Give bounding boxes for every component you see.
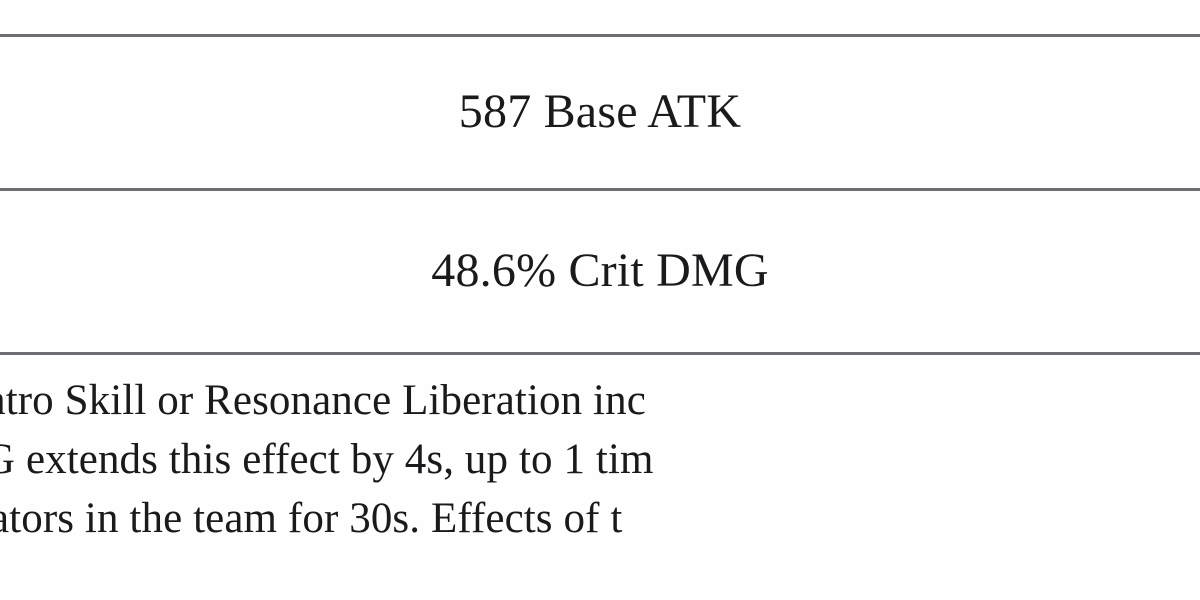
description-line-2: k DMG extends this effect by 4s, up to 1… bbox=[0, 436, 654, 483]
crit-dmg-cell: 48.6% Crit DMG bbox=[0, 191, 1200, 352]
base-atk-cell: 587 Base ATK bbox=[0, 37, 1200, 188]
table-row-base-atk: 587 Base ATK bbox=[0, 37, 1200, 191]
description-clip: hing Intro Skill or Resonance Liberation… bbox=[0, 355, 1200, 568]
weapon-stat-table: 587 Base ATK 48.6% Crit DMG hing Intro S… bbox=[0, 34, 1200, 568]
description-text-block: hing Intro Skill or Resonance Liberation… bbox=[0, 371, 1200, 548]
crit-dmg-value: 48.6% Crit DMG bbox=[431, 244, 769, 298]
table-row-crit-dmg: 48.6% Crit DMG bbox=[0, 191, 1200, 355]
table-row-description: hing Intro Skill or Resonance Liberation… bbox=[0, 355, 1200, 568]
description-line-1: hing Intro Skill or Resonance Liberation… bbox=[0, 377, 646, 424]
base-atk-value: 587 Base ATK bbox=[458, 85, 742, 139]
description-line-3: Resonators in the team for 30s. Effects … bbox=[0, 495, 623, 542]
